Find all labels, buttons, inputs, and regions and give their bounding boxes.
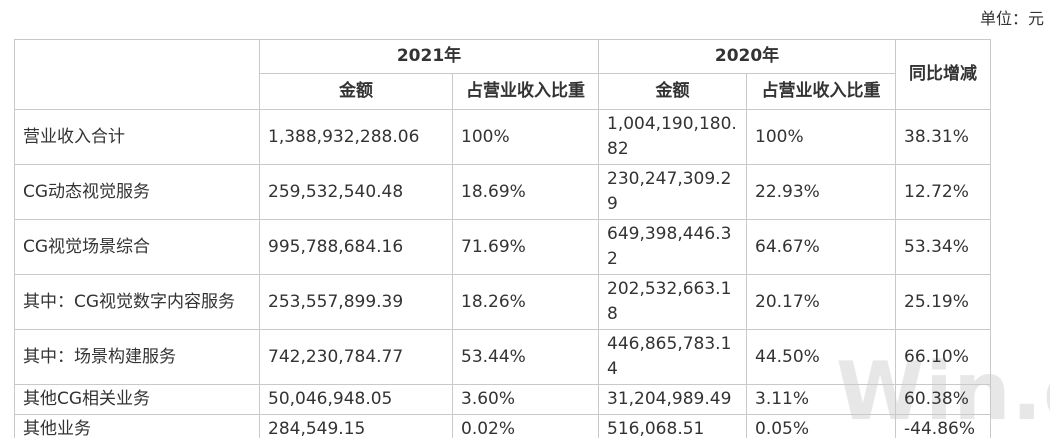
yoy-cell: 12.72% [895,164,992,220]
amount-2020-cell: 1,004,190,180.82 [598,109,748,165]
amount-2021-cell: 1,388,932,288.06 [259,109,453,165]
row-label: 营业收入合计 [14,109,260,165]
amount-2020-cell: 516,068.51 [598,413,748,438]
ratio-2020-cell: 0.05% [746,413,897,438]
table-row: CG动态视觉服务 259,532,540.48 18.69% 230,247,3… [14,164,992,220]
amount-2021-cell: 253,557,899.39 [259,274,453,330]
ratio-2021-cell: 18.69% [451,164,600,220]
ratio-2020-cell: 44.50% [746,329,897,385]
table-row: 其中：场景构建服务 742,230,784.77 53.44% 446,865,… [14,329,992,385]
amount-2020-cell: 202,532,663.18 [598,274,748,330]
ratio-2021-cell: 3.60% [451,384,600,415]
yoy-cell: 60.38% [895,384,992,415]
table-header: 2021年 2020年 同比增减 金额 占营业收入比重 金额 占营业收入比重 [14,39,992,110]
amount-2020-cell: 31,204,989.49 [598,384,748,415]
amount-2020-cell: 446,865,783.14 [598,329,748,385]
ratio-2021-cell: 100% [451,109,600,165]
column-group-2021: 2021年 [258,39,600,74]
row-label: 其中：CG视觉数字内容服务 [14,274,260,330]
amount-2020-cell: 649,398,446.32 [598,219,748,275]
header-row-subcolumns: 金额 占营业收入比重 金额 占营业收入比重 [15,73,991,110]
yoy-cell: 38.31% [895,109,992,165]
ratio-2020-cell: 3.11% [746,384,897,415]
ratio-2021-cell: 0.02% [451,413,600,438]
amount-2021-cell: 50,046,948.05 [259,384,453,415]
ratio-2020-cell: 64.67% [746,219,897,275]
column-header-amount-2021: 金额 [259,73,453,110]
ratio-2021-cell: 71.69% [451,219,600,275]
column-header-ratio-2020: 占营业收入比重 [746,73,897,110]
header-row-years: 2021年 2020年 同比增减 [14,39,992,110]
ratio-2021-cell: 18.26% [451,274,600,330]
yoy-cell: 25.19% [895,274,992,330]
row-label: 其他CG相关业务 [14,384,260,415]
table-row: CG视觉场景综合 995,788,684.16 71.69% 649,398,4… [14,219,992,275]
row-label: 其中：场景构建服务 [14,329,260,385]
amount-2021-cell: 995,788,684.16 [259,219,453,275]
unit-label: 单位：元 [979,9,1044,28]
empty-corner-cell [14,39,260,110]
ratio-2020-cell: 22.93% [746,164,897,220]
yoy-cell: 66.10% [895,329,992,385]
revenue-breakdown-table: 2021年 2020年 同比增减 金额 占营业收入比重 金额 占营业收入比重 营… [14,39,992,438]
table-body: 营业收入合计 1,388,932,288.06 100% 1,004,190,1… [14,109,992,438]
column-header-yoy: 同比增减 [895,39,992,110]
column-header-ratio-2021: 占营业收入比重 [451,73,600,110]
row-label: 其他业务 [14,413,260,438]
row-label: CG动态视觉服务 [14,164,260,220]
amount-2021-cell: 742,230,784.77 [259,329,453,385]
table-row: 营业收入合计 1,388,932,288.06 100% 1,004,190,1… [14,109,992,165]
row-label: CG视觉场景综合 [14,219,260,275]
ratio-2020-cell: 20.17% [746,274,897,330]
column-header-amount-2020: 金额 [598,73,748,110]
yoy-cell: -44.86% [895,413,992,438]
ratio-2020-cell: 100% [746,109,897,165]
column-group-2020: 2020年 [598,39,897,74]
yoy-cell: 53.34% [895,219,992,275]
amount-2020-cell: 230,247,309.29 [598,164,748,220]
amount-2021-cell: 259,532,540.48 [259,164,453,220]
table-row: 其他CG相关业务 50,046,948.05 3.60% 31,204,989.… [14,384,992,415]
ratio-2021-cell: 53.44% [451,329,600,385]
table-row: 其他业务 284,549.15 0.02% 516,068.51 0.05% -… [14,413,992,438]
table-row: 其中：CG视觉数字内容服务 253,557,899.39 18.26% 202,… [14,274,992,330]
amount-2021-cell: 284,549.15 [259,413,453,438]
